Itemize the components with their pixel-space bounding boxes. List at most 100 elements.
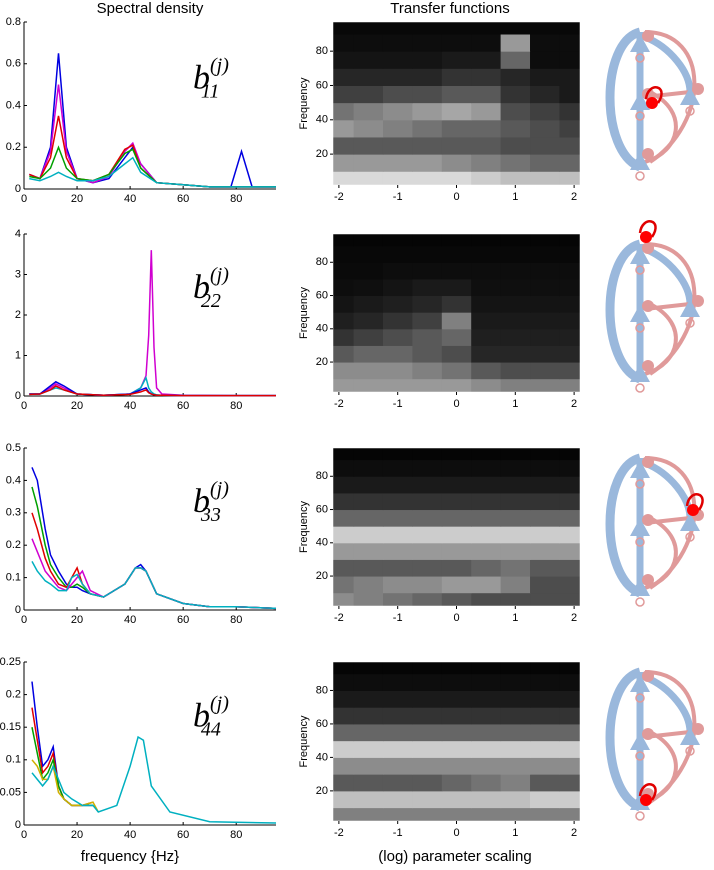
y-tick-label: 0.2 bbox=[6, 689, 21, 701]
heat-cell bbox=[353, 234, 384, 247]
heat-cell bbox=[333, 707, 355, 725]
heat-cell bbox=[353, 576, 384, 594]
heat-cell bbox=[412, 459, 443, 477]
heat-cell bbox=[559, 807, 580, 821]
annotation-sup: (j) bbox=[210, 692, 229, 714]
heat-cell bbox=[353, 378, 384, 392]
x-tick-label: 20 bbox=[71, 193, 83, 205]
heat-cell bbox=[333, 245, 355, 263]
y-tick-label: 0 bbox=[15, 183, 21, 195]
heat-cell bbox=[353, 740, 384, 758]
heat-cell bbox=[353, 774, 384, 792]
heat-cell bbox=[530, 790, 560, 809]
heat-cell bbox=[441, 136, 472, 155]
connection bbox=[643, 459, 694, 519]
heat-cell bbox=[559, 51, 580, 69]
heat-cell bbox=[333, 171, 355, 185]
heat-cell bbox=[353, 509, 384, 527]
y-tick-label: 0.4 bbox=[6, 474, 21, 486]
connection bbox=[605, 667, 643, 812]
heat-cell bbox=[471, 171, 502, 185]
heat-cell bbox=[412, 774, 443, 792]
heat-cell bbox=[530, 22, 560, 35]
heat-cell bbox=[500, 85, 531, 104]
annotation-base: b bbox=[193, 59, 210, 96]
y-axis-label: Frequency bbox=[298, 77, 310, 129]
pyramidal-cell bbox=[680, 87, 700, 105]
heat-cell bbox=[530, 102, 560, 121]
heat-cell bbox=[382, 262, 413, 280]
column-title: Transfer functions bbox=[390, 0, 510, 17]
pyramidal-cell bbox=[680, 513, 700, 531]
interneuron bbox=[692, 723, 704, 735]
y-axis-label: Frequency bbox=[298, 501, 310, 553]
heat-cell bbox=[441, 378, 472, 392]
heat-cell bbox=[382, 662, 413, 675]
heat-cell bbox=[471, 448, 502, 461]
heat-cell bbox=[412, 707, 443, 725]
heat-cell bbox=[500, 707, 531, 725]
annotation-sub: 11 bbox=[201, 80, 220, 102]
spectrum-line bbox=[31, 735, 277, 824]
heat-cell bbox=[471, 707, 502, 725]
heat-cell bbox=[559, 723, 580, 742]
heat-cell bbox=[333, 673, 355, 691]
spectrum-line bbox=[29, 53, 276, 188]
heat-cell bbox=[441, 245, 472, 263]
heat-cell bbox=[500, 559, 531, 577]
heat-cell bbox=[500, 154, 531, 172]
heat-cell bbox=[559, 509, 580, 527]
heat-cell bbox=[500, 378, 531, 392]
x-axis-label: (log) parameter scaling bbox=[378, 848, 531, 865]
y-tick-label: 1 bbox=[15, 349, 21, 361]
heat-cell bbox=[412, 295, 443, 313]
heat-cell bbox=[353, 559, 384, 577]
pyramidal-cell bbox=[630, 304, 650, 322]
pyramidal-cell bbox=[630, 578, 650, 596]
heat-cell bbox=[353, 690, 384, 708]
heat-cell bbox=[471, 690, 502, 708]
heat-cell bbox=[382, 378, 413, 392]
heat-cell bbox=[441, 807, 472, 821]
heat-cell bbox=[500, 774, 531, 792]
heat-cell bbox=[559, 85, 580, 104]
heat-cell bbox=[500, 362, 531, 380]
highlighted-node bbox=[640, 794, 652, 806]
pyramidal-cell bbox=[630, 246, 650, 264]
heat-cell bbox=[382, 68, 413, 86]
heat-cell bbox=[333, 448, 355, 461]
heat-cell bbox=[412, 592, 443, 606]
heat-cell bbox=[353, 662, 384, 675]
connection bbox=[643, 245, 694, 305]
heat-cell bbox=[382, 448, 413, 461]
heat-cell bbox=[500, 34, 531, 52]
heat-cell bbox=[333, 328, 355, 346]
heat-cell bbox=[441, 662, 472, 675]
spectrum-line bbox=[29, 250, 276, 397]
heat-cell bbox=[530, 378, 560, 392]
connection bbox=[605, 453, 643, 598]
heat-cell bbox=[500, 312, 531, 330]
heat-cell bbox=[530, 476, 560, 494]
heat-cell bbox=[471, 723, 502, 742]
heat-cell bbox=[353, 707, 384, 725]
heat-cell bbox=[559, 262, 580, 280]
heat-cell bbox=[333, 278, 355, 297]
heat-cell bbox=[500, 102, 531, 121]
interneuron bbox=[642, 30, 654, 42]
heat-cell bbox=[333, 345, 355, 363]
heat-cell bbox=[382, 119, 413, 138]
heat-cell bbox=[559, 171, 580, 185]
pyramidal-cell bbox=[630, 152, 650, 170]
y-tick-label: 0.05 bbox=[0, 786, 21, 798]
heat-cell bbox=[559, 102, 580, 121]
heat-cell bbox=[530, 295, 560, 313]
heat-cell bbox=[412, 576, 443, 594]
heat-cell bbox=[412, 22, 443, 35]
heat-cell bbox=[441, 278, 472, 297]
heat-cell bbox=[353, 448, 384, 461]
heat-cell bbox=[353, 102, 384, 121]
heat-cell bbox=[412, 559, 443, 577]
heat-cell bbox=[559, 559, 580, 577]
heat-cell bbox=[382, 85, 413, 104]
